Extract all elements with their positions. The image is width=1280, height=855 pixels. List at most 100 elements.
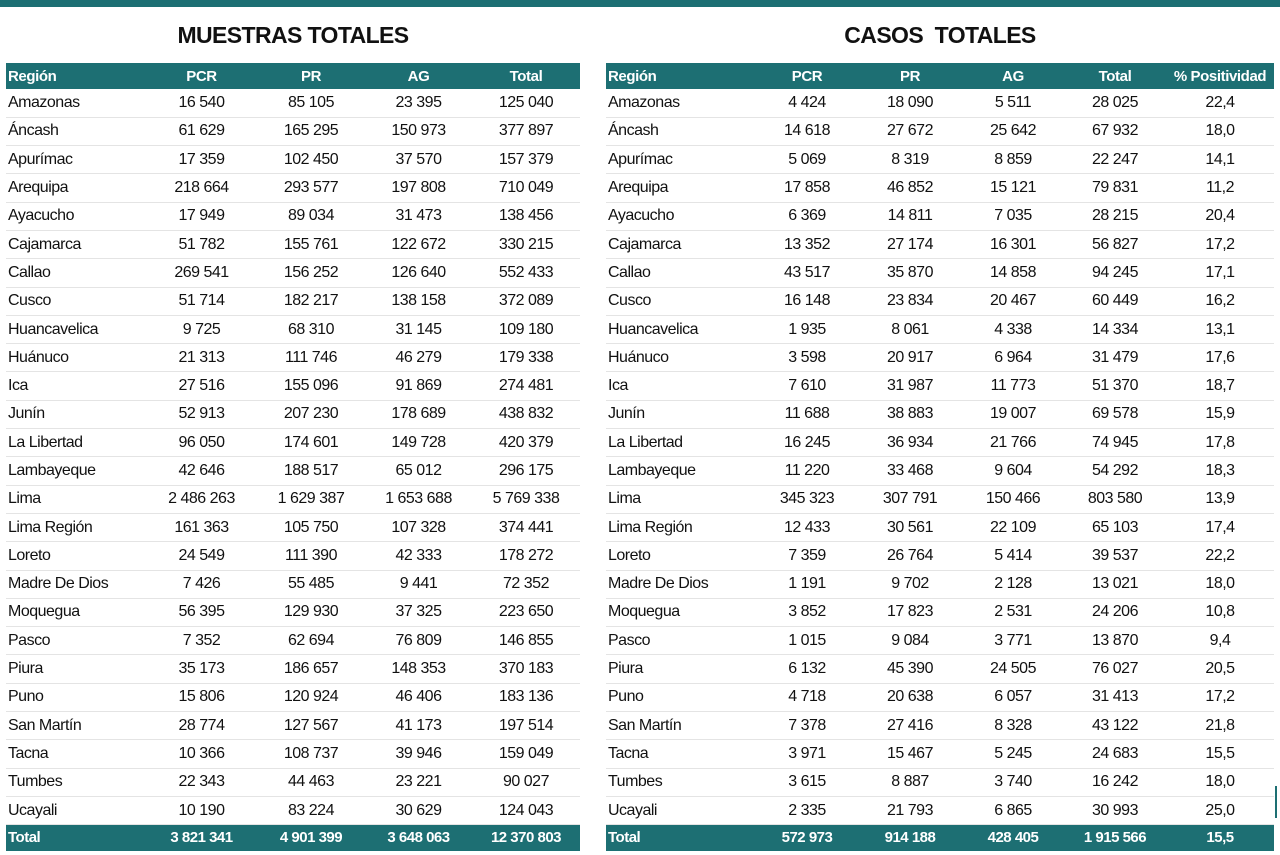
value-cell: 420 379 xyxy=(472,428,580,458)
value-cell: 16 245 xyxy=(756,428,858,458)
value-cell: 129 930 xyxy=(257,598,365,628)
value-cell: 23 834 xyxy=(858,287,962,316)
region-cell: Piura xyxy=(606,654,756,684)
value-cell: 17 823 xyxy=(858,598,962,628)
value-cell: 16,2 xyxy=(1166,287,1274,316)
value-cell: 15 467 xyxy=(858,739,962,769)
value-cell: 5 511 xyxy=(962,89,1064,118)
value-cell: 6 132 xyxy=(756,654,858,684)
region-cell: Amazonas xyxy=(606,89,756,118)
table-row: Loreto 7 359 26 764 5 414 39 537 22,2 xyxy=(606,541,1274,571)
value-cell: 269 541 xyxy=(146,258,257,288)
table-row: Cusco 51 714 182 217 138 158 372 089 xyxy=(6,287,580,316)
value-cell: 42 646 xyxy=(146,456,257,486)
value-cell: 96 050 xyxy=(146,428,257,458)
value-cell: 76 809 xyxy=(365,626,472,656)
value-cell: 18,0 xyxy=(1166,117,1274,147)
muestras-panel: MUESTRAS TOTALES Región PCR PR AG Total … xyxy=(6,7,580,851)
value-cell: 39 946 xyxy=(365,739,472,769)
value-cell: 438 832 xyxy=(472,400,580,430)
table-row: Cajamarca 13 352 27 174 16 301 56 827 17,2 xyxy=(606,230,1274,260)
value-cell: 12 433 xyxy=(756,513,858,543)
table-row: Amazonas 16 540 85 105 23 395 125 040 xyxy=(6,89,580,118)
region-cell: San Martín xyxy=(606,711,756,741)
value-cell: 3 615 xyxy=(756,768,858,797)
value-cell: 1 629 387 xyxy=(257,485,365,514)
region-cell: Junín xyxy=(6,400,146,430)
region-cell: Áncash xyxy=(606,117,756,147)
value-cell: 27 672 xyxy=(858,117,962,147)
value-cell: 45 390 xyxy=(858,654,962,684)
casos-title: CASOS TOTALES xyxy=(844,22,1036,48)
value-cell: 9 702 xyxy=(858,570,962,599)
value-cell: 178 272 xyxy=(472,541,580,571)
table-row: Piura 6 132 45 390 24 505 76 027 20,5 xyxy=(606,654,1274,684)
edge-marker xyxy=(1275,786,1277,818)
value-cell: 13 352 xyxy=(756,230,858,260)
region-cell: Lima xyxy=(6,485,146,514)
value-cell: 178 689 xyxy=(365,400,472,430)
muestras-table-body: Amazonas 16 540 85 105 23 395 125 040 Áncash 6… xyxy=(6,89,580,826)
value-cell: 46 852 xyxy=(858,173,962,203)
value-cell: 11 688 xyxy=(756,400,858,430)
value-cell: 51 370 xyxy=(1064,371,1166,401)
value-cell: 161 363 xyxy=(146,513,257,543)
value-cell: 374 441 xyxy=(472,513,580,543)
region-cell: Tacna xyxy=(6,739,146,769)
value-cell: 127 567 xyxy=(257,711,365,741)
value-cell: 552 433 xyxy=(472,258,580,288)
value-cell: 28 774 xyxy=(146,711,257,741)
value-cell: 16 242 xyxy=(1064,768,1166,797)
value-cell: 62 694 xyxy=(257,626,365,656)
value-cell: 42 333 xyxy=(365,541,472,571)
value-cell: 6 964 xyxy=(962,343,1064,373)
value-cell: 55 485 xyxy=(257,570,365,599)
table-row: Callao 269 541 156 252 126 640 552 433 xyxy=(6,258,580,288)
value-cell: 18,3 xyxy=(1166,456,1274,486)
value-cell: 2 128 xyxy=(962,570,1064,599)
value-cell: 24 206 xyxy=(1064,598,1166,628)
column-header-total: Total xyxy=(1064,63,1166,89)
value-cell: 8 859 xyxy=(962,145,1064,175)
value-cell: 182 217 xyxy=(257,287,365,316)
value-cell: 38 883 xyxy=(858,400,962,430)
value-cell: 2 531 xyxy=(962,598,1064,628)
table-row: Madre De Dios 1 191 9 702 2 128 13 021 18,0 xyxy=(606,570,1274,599)
value-cell: 157 379 xyxy=(472,145,580,175)
table-row: Loreto 24 549 111 390 42 333 178 272 xyxy=(6,541,580,571)
value-cell: 17 359 xyxy=(146,145,257,175)
table-row: Tacna 10 366 108 737 39 946 159 049 xyxy=(6,739,580,769)
value-cell: 31 987 xyxy=(858,371,962,401)
value-cell: 126 640 xyxy=(365,258,472,288)
value-cell: 5 414 xyxy=(962,541,1064,571)
value-cell: 9 084 xyxy=(858,626,962,656)
value-cell: 17,4 xyxy=(1166,513,1274,543)
value-cell: 35 173 xyxy=(146,654,257,684)
total-label: Total xyxy=(606,824,756,851)
region-cell: Apurímac xyxy=(6,145,146,175)
casos-table-body: Amazonas 4 424 18 090 5 511 28 025 22,4 Áncash… xyxy=(606,89,1274,826)
value-cell: 293 577 xyxy=(257,173,365,203)
value-cell: 150 466 xyxy=(962,485,1064,514)
value-cell: 22,4 xyxy=(1166,89,1274,118)
table-row: Huánuco 3 598 20 917 6 964 31 479 17,6 xyxy=(606,343,1274,373)
value-cell: 27 516 xyxy=(146,371,257,401)
table-row: Ayacucho 17 949 89 034 31 473 138 456 xyxy=(6,202,580,231)
region-cell: La Libertad xyxy=(606,428,756,458)
value-cell: 30 629 xyxy=(365,796,472,826)
total-pcr: 3 821 341 xyxy=(146,824,257,851)
value-cell: 111 390 xyxy=(257,541,365,571)
value-cell: 10 190 xyxy=(146,796,257,826)
value-cell: 9 604 xyxy=(962,456,1064,486)
region-cell: Ica xyxy=(606,371,756,401)
value-cell: 7 035 xyxy=(962,202,1064,231)
value-cell: 3 740 xyxy=(962,768,1064,797)
value-cell: 274 481 xyxy=(472,371,580,401)
value-cell: 803 580 xyxy=(1064,485,1166,514)
value-cell: 17 858 xyxy=(756,173,858,203)
value-cell: 37 570 xyxy=(365,145,472,175)
region-cell: Tumbes xyxy=(606,768,756,797)
region-cell: Huánuco xyxy=(606,343,756,373)
table-row: Cajamarca 51 782 155 761 122 672 330 215 xyxy=(6,230,580,260)
value-cell: 330 215 xyxy=(472,230,580,260)
